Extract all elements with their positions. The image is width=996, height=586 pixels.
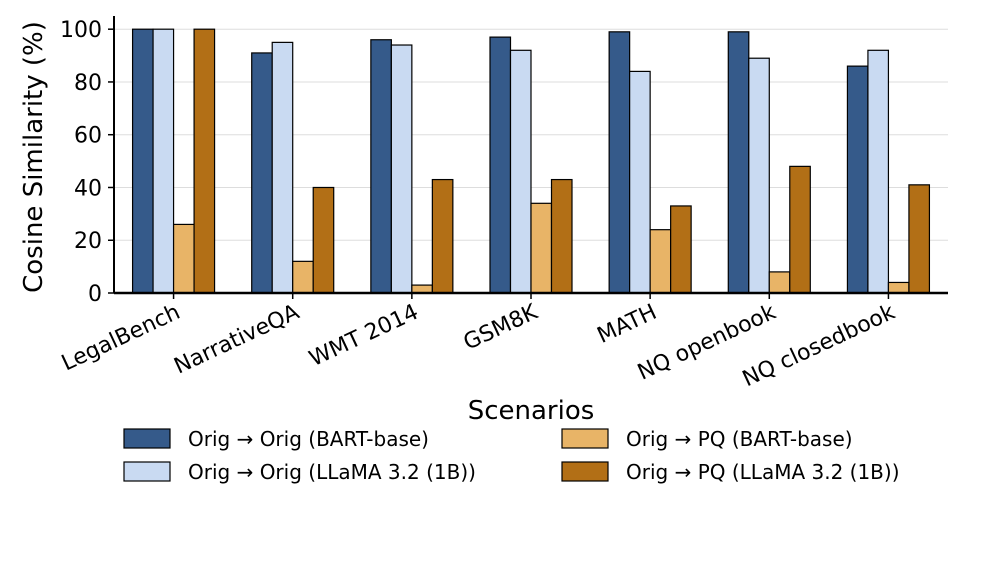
bar	[908, 184, 931, 294]
bar	[152, 28, 175, 294]
x-tick-label: WMT 2014	[306, 300, 423, 372]
bar	[550, 178, 573, 294]
legend-label: Orig → PQ (BART-base)	[626, 427, 853, 451]
bar	[431, 178, 454, 294]
x-tick-label: MATH	[594, 300, 661, 349]
bar	[530, 202, 553, 294]
bar	[489, 36, 512, 294]
legend-swatch	[123, 428, 171, 449]
legend: Orig → Orig (BART-base) Orig → Orig (LLaM…	[123, 427, 900, 484]
legend-swatch	[561, 428, 609, 449]
bar	[670, 205, 692, 294]
bar	[748, 57, 770, 294]
bar	[867, 49, 890, 294]
bar	[629, 70, 651, 294]
legend-label: Orig → Orig (LLaMA 3.2 (1B))	[188, 460, 476, 484]
y-tick-label: 60	[74, 124, 102, 149]
y-tick-label: 20	[74, 229, 102, 254]
x-tick-label: NarrativeQA	[171, 300, 304, 380]
bar	[172, 223, 195, 294]
bar	[846, 65, 869, 294]
bars	[131, 28, 931, 294]
bar	[768, 271, 791, 294]
legend-label: Orig → PQ (LLaMA 3.2 (1B))	[626, 460, 900, 484]
y-tick-label: 40	[74, 176, 102, 201]
bar	[390, 44, 413, 294]
y-tick-label: 80	[74, 71, 102, 96]
bar	[251, 52, 273, 294]
bar	[509, 49, 532, 294]
bar	[312, 186, 335, 294]
x-tick-label: LegalBench	[58, 300, 184, 377]
bar	[608, 31, 631, 294]
y-tick-label: 0	[88, 282, 102, 307]
bar	[789, 165, 811, 294]
x-tick-label: GSM8K	[460, 300, 542, 356]
bar	[292, 260, 314, 294]
bar	[370, 39, 392, 294]
y-tick-label: 100	[60, 18, 102, 43]
x-axis-title: Scenarios	[468, 396, 595, 426]
bar	[727, 31, 750, 294]
y-ticks: 0 20 40 60 80 100	[60, 18, 114, 307]
bar	[131, 28, 154, 294]
legend-swatch	[123, 461, 171, 482]
bar	[649, 229, 672, 294]
legend-label: Orig → Orig (BART-base)	[188, 427, 429, 451]
bar	[271, 41, 294, 294]
legend-swatch	[561, 461, 609, 482]
bar	[193, 28, 216, 294]
y-axis-title: Cosine Similarity (%)	[19, 21, 49, 293]
bar	[887, 281, 910, 294]
